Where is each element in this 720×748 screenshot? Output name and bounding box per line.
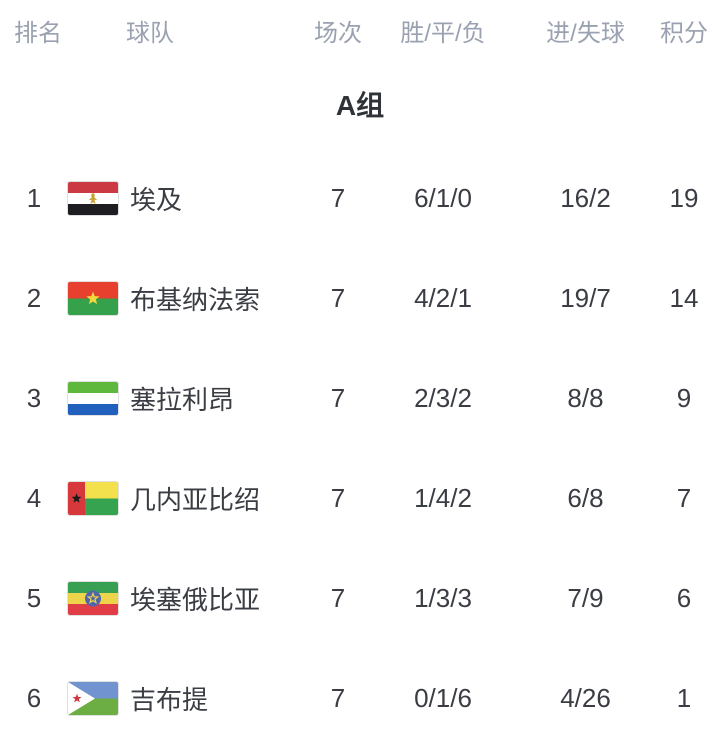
rank-value: 3 — [26, 382, 42, 413]
table-row[interactable]: 6 吉布提 7 0/1/6 4/26 1 — [0, 648, 720, 748]
table-row[interactable]: 5 埃塞俄比亚 7 1/3/3 7/9 6 — [0, 548, 720, 648]
header-rank: 排名 — [14, 19, 62, 47]
rank-value: 6 — [26, 682, 42, 713]
points-value: 19 — [669, 182, 699, 213]
win-draw-loss-value: 1/3/3 — [414, 582, 472, 613]
matches-value: 7 — [330, 382, 346, 413]
win-draw-loss-value: 0/1/6 — [414, 682, 472, 713]
table-row[interactable]: 3 塞拉利昂 7 2/3/2 8/8 9 — [0, 348, 720, 448]
points-value: 6 — [676, 582, 692, 613]
team-flag-icon — [68, 281, 118, 315]
team-flag-icon — [68, 481, 118, 515]
matches-value: 7 — [330, 282, 346, 313]
table-row[interactable]: 1 埃及 7 6/1/0 16/2 19 — [0, 148, 720, 248]
points-value: 1 — [676, 682, 692, 713]
table-row[interactable]: 4 几内亚比绍 7 1/4/2 6/8 7 — [0, 448, 720, 548]
win-draw-loss-value: 6/1/0 — [414, 182, 472, 213]
header-points: 积分 — [660, 19, 708, 47]
rank-value: 4 — [26, 482, 42, 513]
group-title: A组 — [335, 90, 385, 121]
matches-value: 7 — [330, 582, 346, 613]
team-cell: 吉布提 — [68, 680, 303, 717]
rank-value: 2 — [26, 282, 42, 313]
team-cell: 布基纳法索 — [68, 280, 303, 317]
goals-for-against-value: 7/9 — [567, 582, 604, 613]
team-cell: 埃及 — [68, 180, 303, 217]
header-win-draw-loss: 胜/平/负 — [400, 19, 486, 47]
points-value: 9 — [676, 382, 692, 413]
team-name: 埃塞俄比亚 — [130, 584, 261, 615]
team-name: 布基纳法索 — [130, 284, 261, 315]
points-value: 7 — [676, 482, 692, 513]
team-name: 塞拉利昂 — [130, 384, 235, 415]
rank-value: 1 — [26, 182, 42, 213]
table-body: 1 埃及 7 6/1/0 16/2 19 2 布基纳法索 7 4/2/1 19/… — [0, 148, 720, 748]
team-flag-icon — [68, 581, 118, 615]
team-flag-icon — [68, 381, 118, 415]
table-row[interactable]: 2 布基纳法索 7 4/2/1 19/7 14 — [0, 248, 720, 348]
team-cell: 埃塞俄比亚 — [68, 580, 303, 617]
header-matches: 场次 — [314, 19, 362, 47]
team-name: 埃及 — [130, 184, 183, 215]
points-value: 14 — [669, 282, 699, 313]
team-cell: 塞拉利昂 — [68, 380, 303, 417]
team-name: 几内亚比绍 — [130, 484, 261, 515]
matches-value: 7 — [330, 182, 346, 213]
rank-value: 5 — [26, 582, 42, 613]
goals-for-against-value: 4/26 — [560, 682, 611, 713]
matches-value: 7 — [330, 482, 346, 513]
goals-for-against-value: 6/8 — [567, 482, 604, 513]
win-draw-loss-value: 2/3/2 — [414, 382, 472, 413]
goals-for-against-value: 8/8 — [567, 382, 604, 413]
team-cell: 几内亚比绍 — [68, 480, 303, 517]
goals-for-against-value: 16/2 — [560, 182, 611, 213]
table-header: 排名 球队 场次 胜/平/负 进/失球 积分 — [0, 0, 720, 60]
header-goals: 进/失球 — [546, 19, 625, 47]
win-draw-loss-value: 1/4/2 — [414, 482, 472, 513]
goals-for-against-value: 19/7 — [560, 282, 611, 313]
team-flag-icon — [68, 681, 118, 715]
header-team: 球队 — [126, 19, 174, 47]
team-flag-icon — [68, 181, 118, 215]
matches-value: 7 — [330, 682, 346, 713]
win-draw-loss-value: 4/2/1 — [414, 282, 472, 313]
team-name: 吉布提 — [130, 684, 209, 715]
